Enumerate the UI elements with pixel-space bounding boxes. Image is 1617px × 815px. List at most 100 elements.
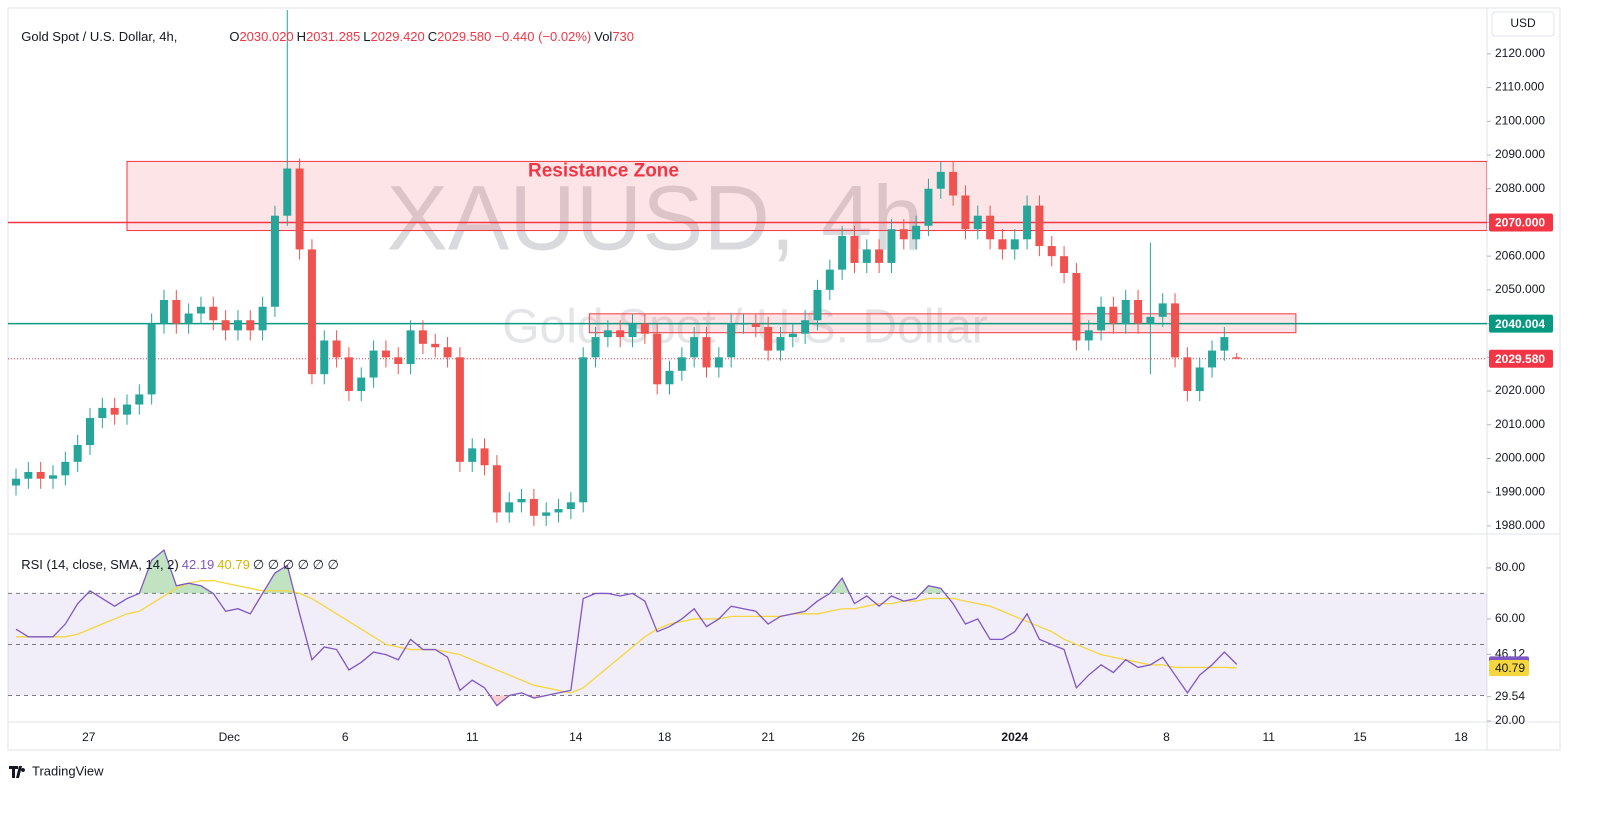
candle-body (973, 215, 982, 230)
candle-body (1060, 256, 1069, 274)
candle-body (258, 306, 267, 331)
rsi-title: RSI (14, close, SMA, 14, 2) (21, 557, 179, 572)
brand: TradingView (32, 763, 104, 778)
x-tick-label: 14 (569, 730, 583, 744)
candle-body (1010, 239, 1019, 250)
rsi-value: 42.19 (181, 557, 215, 572)
candle-body (825, 269, 834, 290)
ohlc-value: 2031.285 (306, 29, 361, 44)
candle-body (542, 512, 551, 516)
candle-body (1220, 337, 1229, 351)
candle-body (1084, 330, 1093, 341)
x-tick-label: 26 (851, 730, 865, 744)
header: Gold Spot / U.S. Dollar, 4h, O2030.020 H20… (14, 14, 637, 44)
candle-body (862, 249, 871, 263)
y-tick-label: 2120.000 (1495, 46, 1545, 60)
candle-body (850, 235, 859, 263)
currency-box[interactable] (1491, 11, 1555, 37)
x-tick-label: 11 (466, 730, 479, 744)
candle-body (381, 350, 390, 358)
candle-body (455, 357, 464, 462)
candle-body (640, 323, 649, 334)
candle-body (739, 323, 748, 325)
candle-body (887, 229, 896, 263)
candle-body (61, 461, 70, 476)
overbought-fill (87, 550, 945, 594)
candle-body (1146, 316, 1155, 324)
candle-body (159, 300, 168, 324)
price-label: 2070.000 (1495, 216, 1545, 230)
candle-body (986, 215, 995, 240)
currency: USD (1510, 16, 1536, 30)
candle-body (1121, 300, 1130, 324)
candle-body (628, 323, 637, 338)
watermark-symbol: XAUUSD, 4h (387, 167, 924, 269)
ohlc-key: H (296, 29, 307, 44)
rsi-line (15, 548, 1238, 707)
y-tick-label: 2110.000 (1495, 80, 1544, 94)
candle-body (320, 340, 329, 375)
candle-body (147, 323, 156, 395)
candle-body (1183, 357, 1192, 392)
candle-body (110, 407, 119, 415)
y-tick-label: 1980.000 (1495, 518, 1545, 532)
candle-body (196, 306, 205, 314)
candle-body (751, 323, 760, 327)
x-tick-label: 2024 (1001, 730, 1028, 744)
null-marks: ∅ ∅ ∅ ∅ ∅ ∅ (252, 557, 339, 572)
ohlc-key: L (363, 29, 371, 44)
y-tick-label: 2100.000 (1495, 113, 1545, 127)
ohlc-key: C (427, 29, 438, 44)
candle-body (690, 337, 699, 358)
x-tick-label: Dec (219, 730, 240, 744)
candle-body (1171, 303, 1180, 358)
candle-body (517, 498, 526, 503)
candle-body (431, 343, 440, 348)
candle-body (307, 249, 316, 375)
candle-body (788, 333, 797, 338)
y-tick-label: 2080.000 (1495, 181, 1545, 195)
brand-logo (9, 766, 26, 778)
candle-body (936, 171, 945, 189)
x-tick-label: 15 (1353, 730, 1367, 744)
y-tick-label: 29.54 (1495, 689, 1525, 703)
price-pane: Resistance Zone (8, 10, 1487, 526)
candle-body (443, 347, 452, 358)
y-tick-label: 1990.000 (1495, 484, 1545, 498)
volume-key: Vol (594, 29, 613, 44)
candle-body (813, 289, 822, 321)
symbol: Gold Spot / U.S. Dollar, 4h, (21, 29, 178, 44)
candle-body (764, 326, 773, 351)
ohlc-value: 2029.580 (437, 29, 492, 44)
zone-label: Resistance Zone (528, 160, 679, 181)
candle-body (1097, 306, 1106, 331)
candle-body (492, 465, 501, 513)
price-label-bg (1489, 314, 1553, 333)
candle-body (357, 377, 366, 392)
candle-body (603, 330, 612, 338)
candle-body (98, 407, 107, 419)
candle-body (122, 404, 131, 415)
sma-value: 40.79 (217, 557, 250, 572)
candle-body (505, 502, 514, 513)
candle-body (579, 357, 588, 503)
candle-body (961, 195, 970, 230)
candle-body (554, 509, 563, 513)
candle-body (172, 300, 181, 324)
candle-body (283, 168, 292, 216)
y-tick-label: 80.00 (1495, 560, 1525, 574)
candle-body (369, 350, 378, 378)
x-tick-label: 21 (761, 730, 775, 744)
candle-body (85, 418, 94, 445)
candle-body (875, 249, 884, 263)
candle-body (566, 502, 575, 510)
zone (126, 160, 1487, 232)
x-tick-label: 18 (1454, 730, 1468, 744)
candle-body (727, 323, 736, 358)
frame (7, 7, 1561, 751)
candle-body (468, 448, 477, 462)
candle-body (406, 330, 415, 365)
x-tick-label: 27 (82, 730, 96, 744)
